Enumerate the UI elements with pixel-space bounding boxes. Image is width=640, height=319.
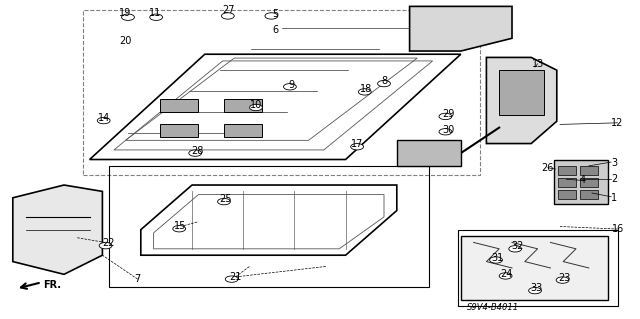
Circle shape: [529, 287, 541, 294]
Text: 1: 1: [611, 193, 618, 203]
Text: 10: 10: [250, 100, 262, 110]
Circle shape: [250, 104, 262, 111]
Text: 16: 16: [611, 224, 624, 234]
Text: 13: 13: [531, 59, 544, 69]
Bar: [580, 166, 598, 175]
Text: 25: 25: [219, 194, 232, 204]
Bar: [499, 70, 544, 115]
Text: 7: 7: [134, 274, 141, 284]
Text: 27: 27: [222, 5, 235, 15]
Text: 23: 23: [558, 273, 571, 283]
Text: S9V4-B4011: S9V4-B4011: [467, 303, 519, 312]
Bar: [83, 10, 480, 175]
Circle shape: [218, 198, 230, 205]
Bar: [458, 230, 618, 306]
Text: 4: 4: [579, 175, 586, 185]
Text: 31: 31: [492, 253, 504, 263]
Bar: [558, 190, 576, 199]
Text: 19: 19: [119, 8, 132, 18]
Circle shape: [351, 144, 364, 150]
Text: 20: 20: [119, 36, 132, 47]
Bar: [224, 99, 262, 112]
Text: 18: 18: [360, 84, 372, 94]
Circle shape: [122, 14, 134, 20]
Circle shape: [378, 80, 390, 87]
Bar: [554, 160, 608, 204]
Polygon shape: [410, 6, 512, 51]
Polygon shape: [13, 185, 102, 274]
Circle shape: [99, 242, 112, 249]
Text: 29: 29: [442, 109, 454, 119]
Text: 30: 30: [442, 124, 454, 135]
Text: 17: 17: [351, 139, 364, 149]
Circle shape: [189, 150, 202, 156]
Circle shape: [509, 246, 522, 252]
Circle shape: [490, 257, 502, 263]
Circle shape: [439, 129, 452, 135]
Bar: [397, 140, 461, 166]
Bar: [461, 236, 608, 300]
Circle shape: [225, 276, 238, 282]
Bar: [580, 178, 598, 187]
Text: 15: 15: [174, 221, 187, 232]
Text: 8: 8: [381, 76, 387, 86]
Circle shape: [221, 13, 234, 19]
Text: 24: 24: [500, 269, 513, 279]
Bar: [109, 166, 429, 287]
Bar: [558, 166, 576, 175]
Text: 11: 11: [148, 8, 161, 19]
Text: 21: 21: [229, 272, 242, 282]
Bar: [224, 124, 262, 137]
Bar: [580, 190, 598, 199]
Text: 9: 9: [288, 79, 294, 90]
Bar: [160, 99, 198, 112]
Text: 3: 3: [611, 158, 618, 168]
Circle shape: [150, 14, 163, 20]
Text: 5: 5: [272, 9, 278, 19]
Circle shape: [97, 117, 110, 124]
Circle shape: [265, 13, 278, 19]
Text: 33: 33: [530, 283, 543, 293]
Circle shape: [173, 226, 186, 232]
Circle shape: [358, 89, 371, 95]
Text: FR.: FR.: [44, 279, 61, 290]
Circle shape: [556, 277, 569, 283]
Text: 28: 28: [191, 145, 204, 156]
Text: 22: 22: [102, 238, 115, 248]
Bar: [160, 124, 198, 137]
Text: 12: 12: [611, 118, 624, 128]
Text: 32: 32: [511, 241, 524, 251]
Text: 26: 26: [541, 163, 554, 173]
Polygon shape: [486, 57, 557, 144]
Circle shape: [439, 113, 452, 120]
Text: 2: 2: [611, 174, 618, 184]
Text: 6: 6: [272, 25, 278, 35]
Bar: [558, 178, 576, 187]
Text: 14: 14: [97, 113, 110, 123]
Circle shape: [499, 273, 512, 279]
Circle shape: [284, 84, 296, 90]
